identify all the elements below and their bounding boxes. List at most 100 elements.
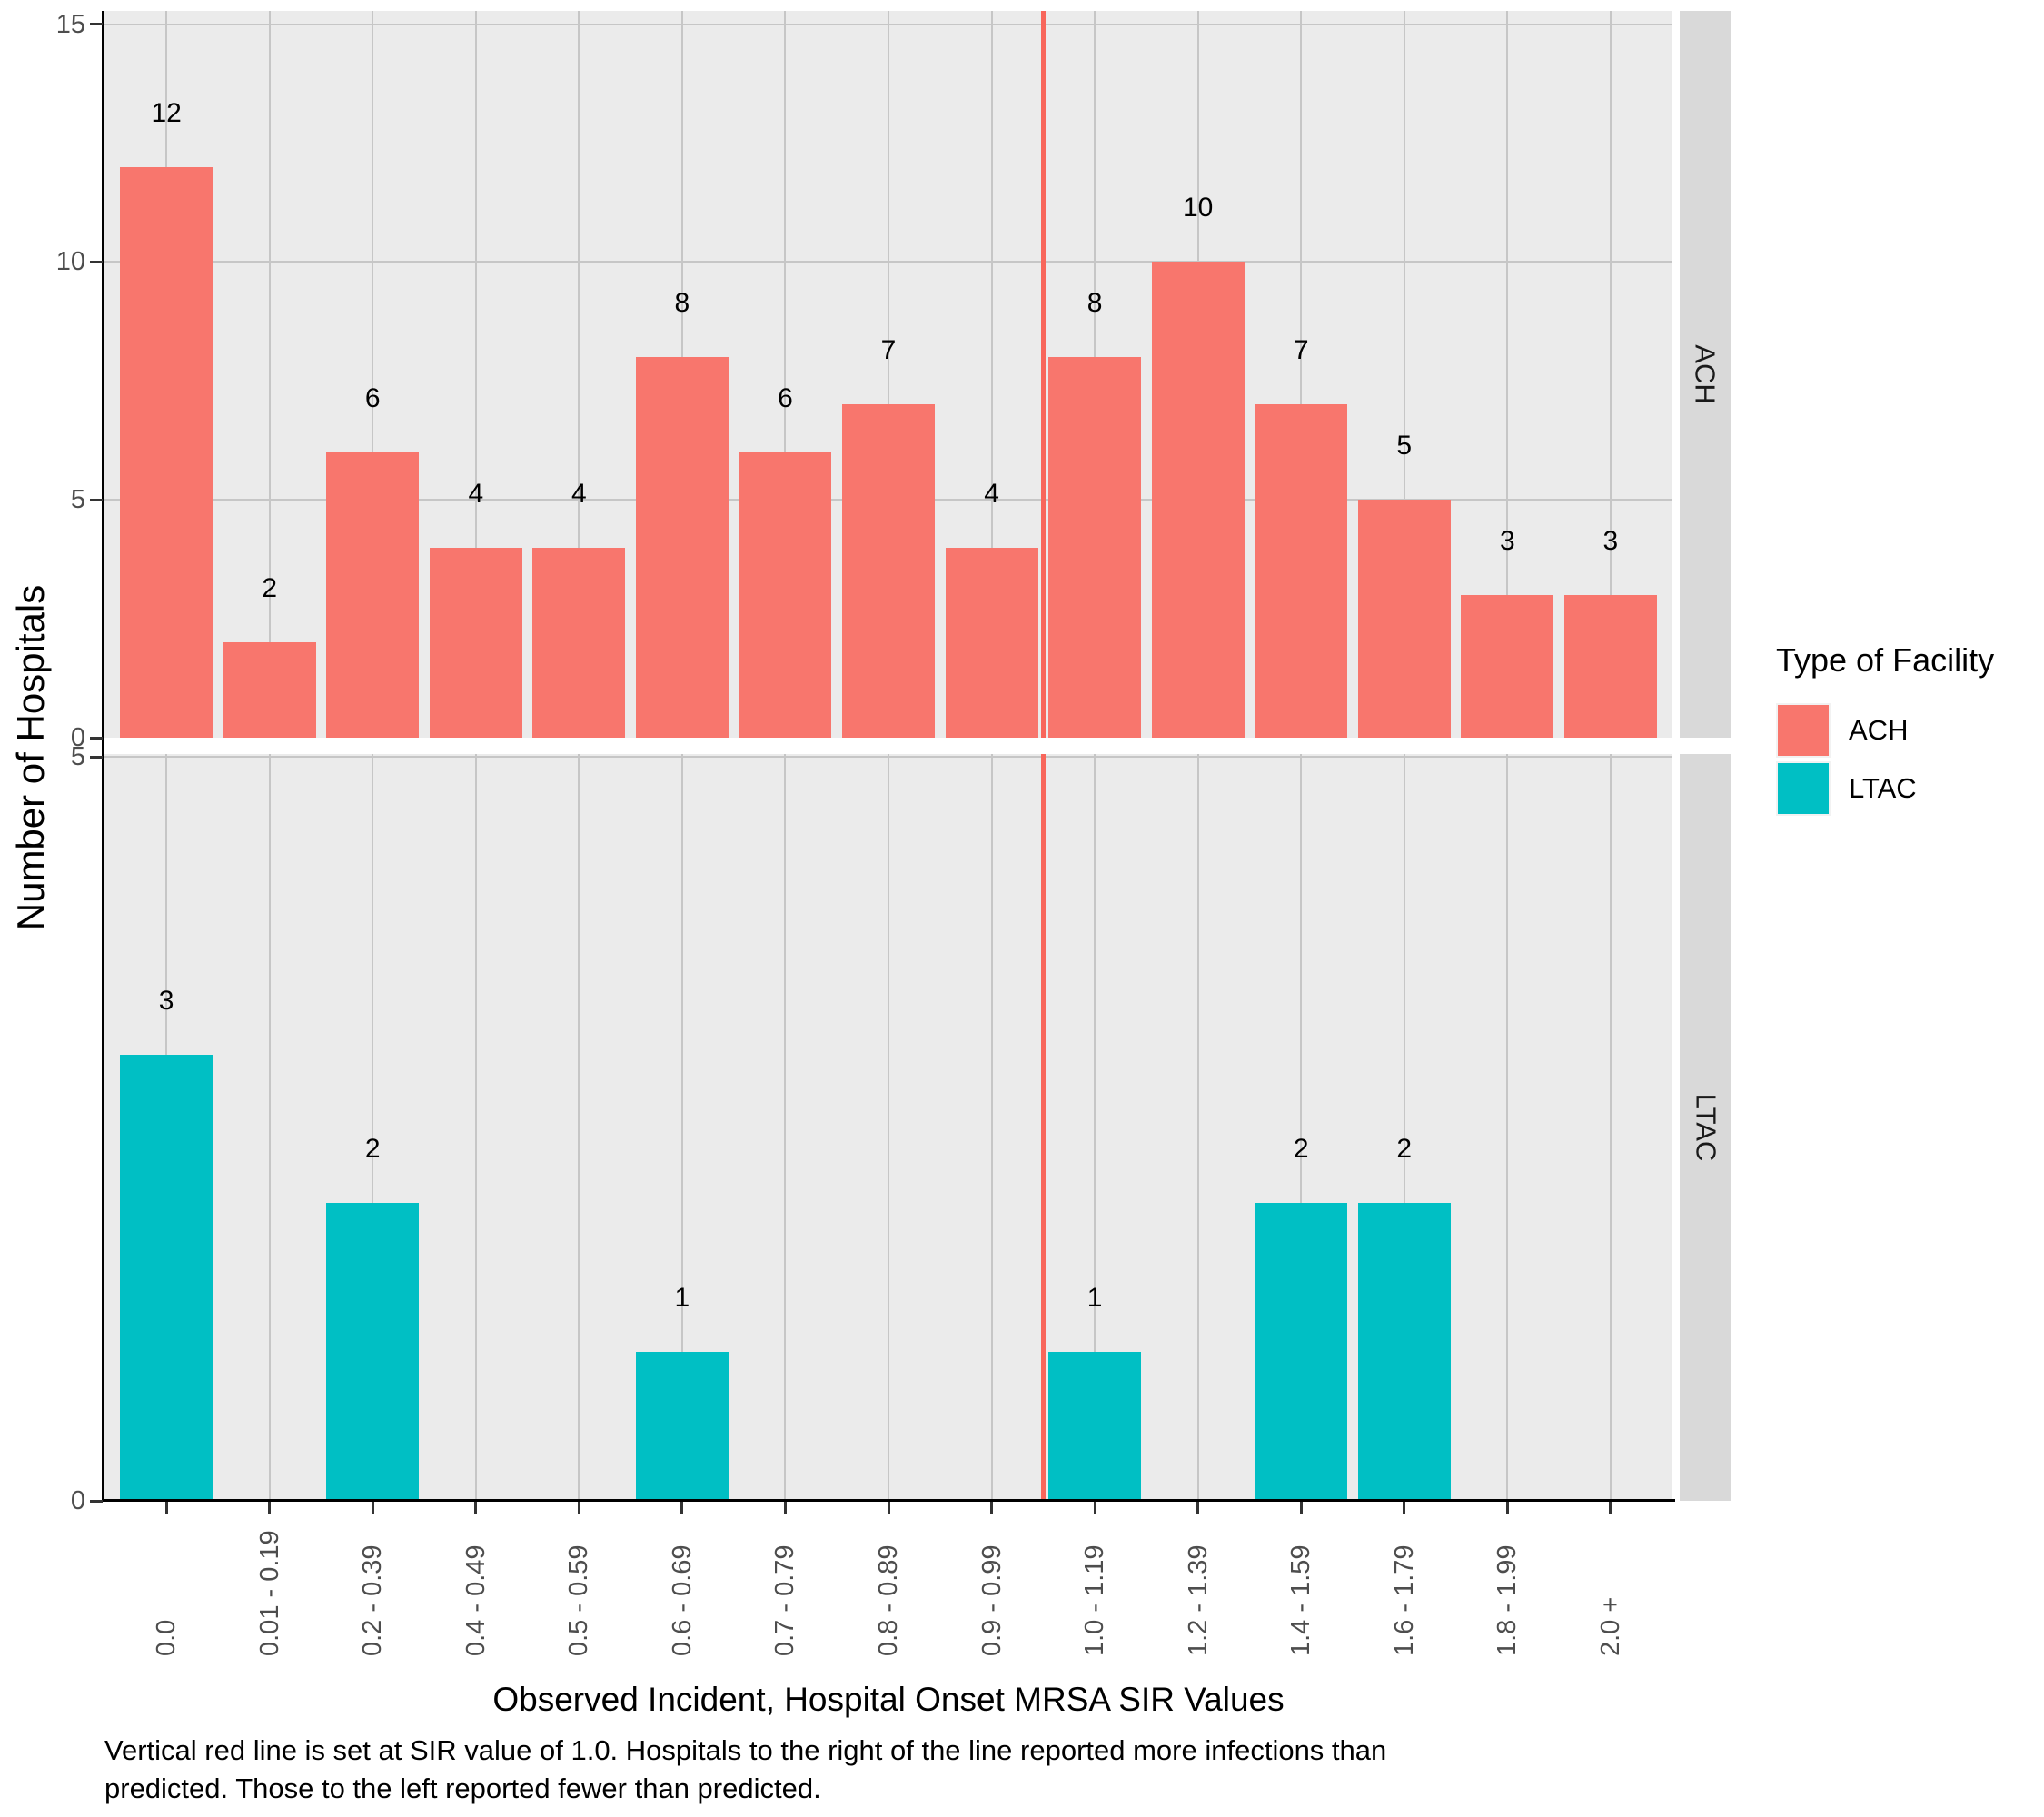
x-tick-label: 1.0 - 1.19 (1080, 1544, 1110, 1656)
vertical-gridline (990, 754, 993, 1501)
y-tick-label: 5 (70, 742, 85, 771)
vertical-gridline (372, 11, 374, 738)
y-tick-mark (90, 755, 103, 759)
caption-line-2: predicted. Those to the left reported fe… (104, 1772, 821, 1804)
bar-value-label: 8 (674, 288, 690, 319)
bar-ach-0.8 - 0.89 (842, 404, 935, 738)
vertical-gridline (1300, 754, 1303, 1501)
x-tick-label: 2.0 + (1595, 1596, 1625, 1656)
bar-value-label: 10 (1182, 193, 1214, 223)
bar-ach-0.0 (120, 166, 213, 738)
x-tick-label: 0.0 (152, 1619, 182, 1656)
x-tick-label: 1.2 - 1.39 (1183, 1544, 1213, 1656)
x-tick-label: 0.01 - 0.19 (254, 1530, 284, 1656)
vertical-gridline (268, 11, 271, 738)
y-tick-mark (90, 736, 103, 740)
bar-value-label: 8 (1086, 288, 1103, 319)
legend-entry-label: ACH (1849, 714, 1909, 746)
x-tick-mark (1505, 1502, 1509, 1514)
facet-panel-ltac: 3 2 1 1 2 2 (104, 754, 1672, 1501)
bar-value-label: 6 (364, 382, 381, 413)
x-tick-mark (887, 1502, 890, 1514)
bar-value-label: 6 (778, 382, 793, 413)
bar-ach-0.9 - 0.99 (945, 547, 1038, 738)
facet-panel-ach: 12 2 6 4 4 8 6 7 4 8 10 7 5 3 3 (104, 11, 1672, 738)
bar-value-label: 7 (880, 335, 897, 366)
x-tick-mark (783, 1502, 787, 1514)
bar-ach-1.8 - 1.99 (1461, 594, 1554, 738)
bar-ltac-0.6 - 0.69 (635, 1352, 729, 1501)
facet-strip-ltac-label: LTAC (1690, 1093, 1722, 1162)
vertical-gridline (578, 11, 580, 738)
legend-key-swatch (1776, 703, 1831, 758)
facet-strip-ltac: LTAC (1680, 754, 1731, 1501)
x-tick-mark (474, 1502, 478, 1514)
bar-value-label: 4 (571, 478, 587, 509)
vertical-gridline (372, 754, 374, 1501)
y-tick-mark (90, 23, 103, 26)
vertical-gridline (888, 754, 889, 1501)
vertical-gridline (1300, 11, 1303, 738)
x-tick-mark (268, 1502, 272, 1514)
bar-ach-2.0 + (1563, 594, 1657, 738)
bar-value-label: 4 (984, 478, 999, 509)
vertical-gridline (1506, 11, 1509, 738)
y-axis-line (102, 11, 104, 1502)
legend-key-swatch (1776, 761, 1831, 816)
legend: Type of Facility ACH LTAC (1776, 641, 1994, 819)
caption-line-1: Vertical red line is set at SIR value of… (104, 1734, 1387, 1766)
bar-ach-1.0 - 1.19 (1048, 357, 1142, 738)
bar-value-label: 2 (262, 573, 278, 604)
vertical-gridline (680, 754, 683, 1501)
horizontal-gridline (104, 261, 1672, 263)
red-reference-line (1040, 11, 1046, 738)
x-tick-mark (371, 1502, 374, 1514)
x-tick-label: 0.7 - 0.79 (770, 1544, 800, 1656)
facet-strip-ach: ACH (1680, 11, 1731, 738)
x-tick-mark (1299, 1502, 1303, 1514)
vertical-gridline (1609, 754, 1612, 1501)
bar-ach-1.4 - 1.59 (1255, 404, 1348, 738)
y-tick-mark (90, 498, 103, 501)
x-tick-label: 0.8 - 0.89 (874, 1544, 903, 1656)
y-tick-mark (90, 260, 103, 263)
bar-ach-1.6 - 1.79 (1357, 500, 1451, 738)
bar-ach-1.2 - 1.39 (1151, 262, 1245, 738)
bar-value-label: 1 (674, 1283, 690, 1314)
y-tick-label: 5 (70, 485, 85, 515)
bar-value-label: 12 (151, 97, 182, 128)
caption: Vertical red line is set at SIR value of… (104, 1732, 1921, 1808)
x-tick-label: 0.6 - 0.69 (667, 1544, 697, 1656)
x-tick-label: 1.8 - 1.99 (1493, 1544, 1523, 1656)
y-tick-label: 0 (70, 1486, 85, 1515)
x-tick-mark (680, 1502, 684, 1514)
bar-ltac-0.0 (120, 1054, 213, 1501)
bar-value-label: 3 (1602, 525, 1619, 556)
y-tick-label: 10 (55, 247, 85, 277)
vertical-gridline (784, 11, 787, 738)
x-tick-label: 0.9 - 0.99 (977, 1544, 1007, 1656)
bar-ltac-1.6 - 1.79 (1357, 1203, 1451, 1501)
vertical-gridline (474, 754, 477, 1501)
horizontal-gridline (104, 756, 1672, 758)
bar-ach-0.2 - 0.39 (326, 452, 420, 738)
legend-entry-ltac: LTAC (1776, 761, 1994, 816)
vertical-gridline (1403, 11, 1405, 738)
x-tick-label: 0.5 - 0.59 (564, 1544, 594, 1656)
vertical-gridline (474, 11, 477, 738)
x-tick-mark (1609, 1502, 1612, 1514)
vertical-gridline (1094, 754, 1096, 1501)
x-axis-line (102, 1499, 1675, 1502)
bar-ach-0.5 - 0.59 (532, 547, 626, 738)
bar-ltac-0.2 - 0.39 (326, 1203, 420, 1501)
legend-entry-ach: ACH (1776, 703, 1994, 758)
facet-strip-ach-label: ACH (1690, 344, 1722, 404)
bar-value-label: 2 (1396, 1134, 1413, 1165)
x-tick-label: 1.4 - 1.59 (1286, 1544, 1316, 1656)
y-tick-label: 0 (70, 723, 85, 752)
vertical-gridline (888, 11, 889, 738)
bar-value-label: 5 (1396, 431, 1413, 462)
bar-value-label: 3 (1499, 525, 1515, 556)
bar-value-label: 3 (158, 985, 174, 1016)
x-axis-title: Observed Incident, Hospital Onset MRSA S… (492, 1681, 1285, 1718)
